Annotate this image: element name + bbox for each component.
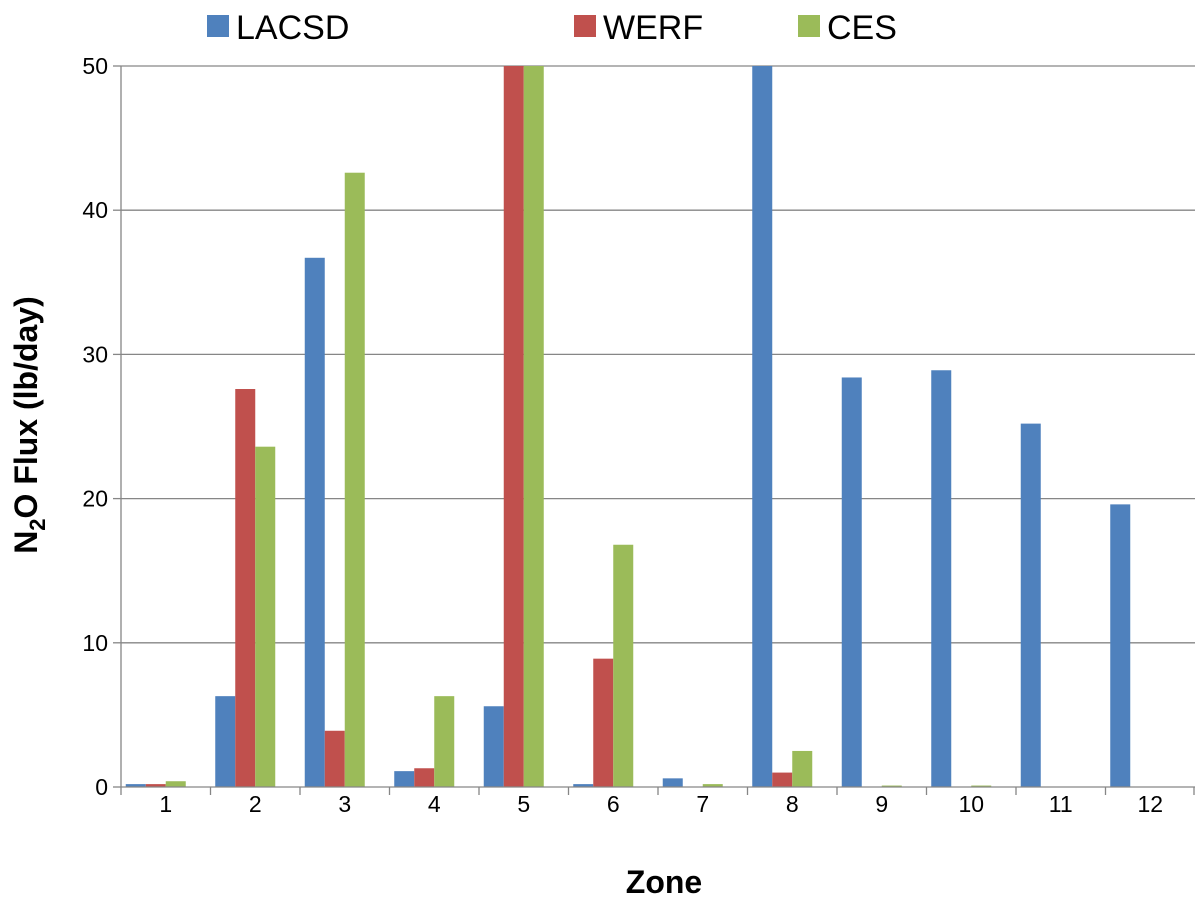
bar-lacsd-zone-10 — [931, 370, 952, 787]
bar-ces-zone-6 — [613, 544, 634, 787]
legend-label-lacsd: LACSD — [236, 9, 349, 47]
x-tick-label-10: 10 — [958, 791, 984, 817]
x-tick-label-4: 4 — [428, 791, 441, 817]
x-tick-label-12: 12 — [1137, 791, 1163, 817]
bar-werf-zone-3 — [324, 730, 345, 787]
y-tick-label-20: 20 — [82, 486, 108, 512]
y-tick-label-10: 10 — [82, 630, 108, 656]
y-axis-title-subscript: 2 — [25, 518, 50, 530]
x-axis-title: Zone — [626, 864, 702, 898]
x-tick-label-1: 1 — [159, 791, 172, 817]
bar-ces-zone-10 — [971, 785, 992, 787]
bar-werf-zone-2 — [235, 389, 256, 787]
bar-ces-zone-2 — [255, 446, 276, 787]
y-tick-labels: 0 10 20 30 40 50 — [82, 53, 108, 800]
x-tick-labels: 1 2 3 4 5 6 7 8 9 10 11 12 — [159, 791, 1163, 817]
bar-lacsd-zone-7 — [662, 778, 683, 787]
y-axis-title-part-2: O Flux (lb/day) — [8, 296, 44, 518]
bar-lacsd-zone-11 — [1020, 423, 1041, 787]
bar-lacsd-zone-3 — [304, 257, 325, 787]
bar-lacsd-zone-4 — [394, 771, 415, 787]
bar-ces-zone-4 — [434, 696, 455, 787]
legend-swatch-werf — [574, 15, 596, 37]
y-axis-title: N2O Flux (lb/day) — [8, 296, 50, 554]
y-tick-label-0: 0 — [95, 774, 108, 800]
x-tick-label-11: 11 — [1049, 791, 1073, 817]
bar-ces-zone-3 — [344, 172, 365, 787]
bar-lacsd-zone-6 — [573, 784, 594, 787]
x-tick-label-5: 5 — [517, 791, 530, 817]
legend-swatch-ces — [798, 15, 820, 37]
bar-werf-zone-4 — [414, 768, 435, 787]
bar-lacsd-zone-8 — [752, 66, 773, 787]
bars — [125, 66, 1131, 787]
bar-werf-zone-6 — [593, 658, 614, 787]
bar-lacsd-zone-5 — [483, 706, 504, 787]
y-axis-title-part-1: N — [8, 531, 44, 554]
x-tick-label-6: 6 — [607, 791, 620, 817]
x-tick-label-9: 9 — [875, 791, 888, 817]
bar-werf-zone-5 — [503, 66, 524, 787]
x-tick-label-2: 2 — [249, 791, 262, 817]
bar-werf-zone-8 — [772, 772, 793, 787]
bar-ces-zone-7 — [702, 784, 723, 787]
bar-lacsd-zone-9 — [841, 377, 862, 787]
axes — [113, 65, 1195, 795]
gridlines — [121, 65, 1195, 644]
y-tick-label-40: 40 — [82, 197, 108, 223]
bar-ces-zone-9 — [881, 785, 902, 787]
bar-lacsd-zone-12 — [1110, 504, 1131, 787]
legend-label-ces: CES — [827, 9, 897, 47]
legend-label-werf: WERF — [603, 9, 703, 47]
bar-lacsd-zone-1 — [125, 784, 146, 787]
legend-swatch-lacsd — [207, 15, 229, 37]
bar-ces-zone-5 — [523, 66, 544, 787]
bar-werf-zone-1 — [145, 784, 166, 787]
x-tick-label-7: 7 — [696, 791, 709, 817]
bar-ces-zone-1 — [165, 781, 186, 787]
x-tick-label-8: 8 — [786, 791, 799, 817]
y-tick-label-50: 50 — [82, 53, 108, 79]
legend: LACSD WERF CES — [207, 9, 897, 47]
bar-ces-zone-8 — [792, 750, 813, 787]
x-tick-label-3: 3 — [338, 791, 351, 817]
y-tick-label-30: 30 — [82, 341, 108, 367]
bar-lacsd-zone-2 — [215, 696, 236, 787]
